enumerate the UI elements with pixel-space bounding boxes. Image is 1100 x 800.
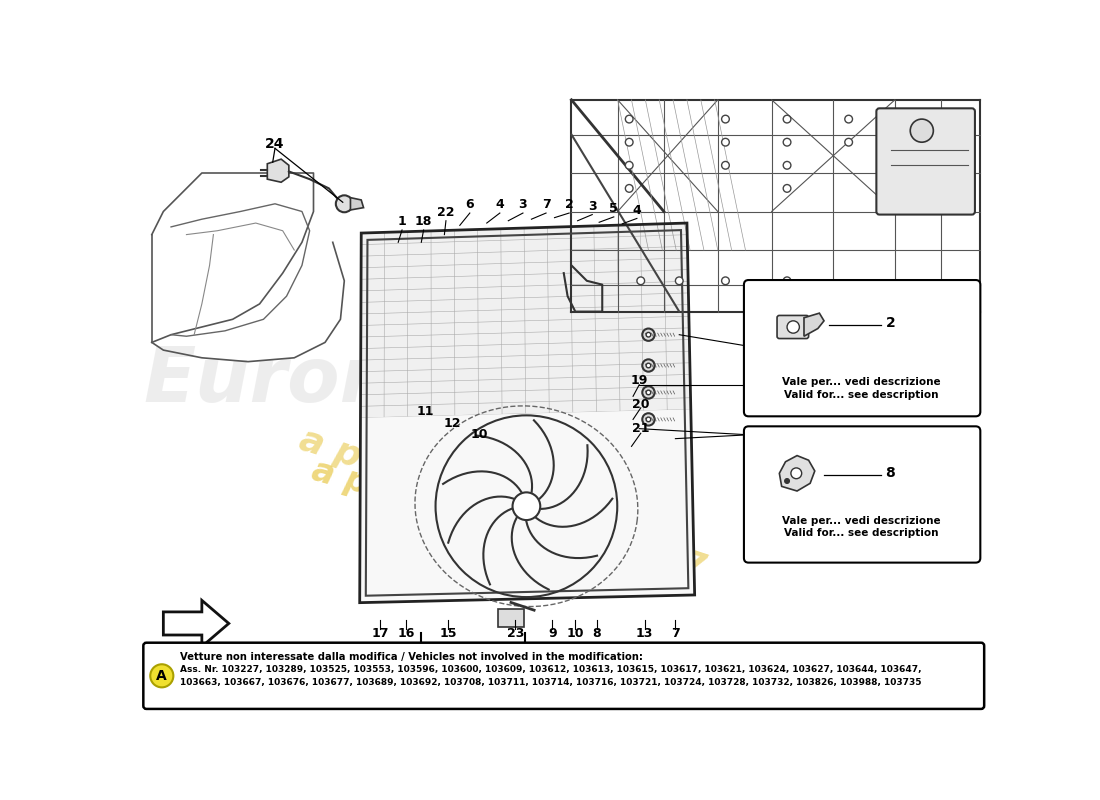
- Circle shape: [642, 386, 654, 398]
- FancyBboxPatch shape: [877, 108, 975, 214]
- Text: 24: 24: [265, 137, 285, 150]
- Circle shape: [646, 417, 651, 422]
- Circle shape: [783, 277, 791, 285]
- Polygon shape: [360, 410, 695, 602]
- Circle shape: [675, 277, 683, 285]
- Text: 10: 10: [471, 428, 487, 442]
- Circle shape: [642, 414, 654, 426]
- Text: Ass. Nr. 103227, 103289, 103525, 103553, 103596, 103600, 103609, 103612, 103613,: Ass. Nr. 103227, 103289, 103525, 103553,…: [180, 665, 922, 674]
- Circle shape: [783, 138, 791, 146]
- Circle shape: [637, 277, 645, 285]
- FancyBboxPatch shape: [777, 315, 808, 338]
- Text: 7: 7: [541, 198, 550, 211]
- Text: 14: 14: [464, 646, 482, 658]
- FancyBboxPatch shape: [744, 426, 980, 562]
- Text: 17: 17: [372, 627, 389, 640]
- FancyBboxPatch shape: [744, 280, 980, 416]
- Text: 5: 5: [609, 202, 618, 215]
- Circle shape: [722, 138, 729, 146]
- Circle shape: [646, 390, 651, 394]
- Text: 6: 6: [465, 198, 474, 211]
- Circle shape: [625, 162, 634, 169]
- Text: 4: 4: [495, 198, 504, 211]
- Polygon shape: [779, 455, 815, 491]
- Circle shape: [784, 478, 790, 483]
- Text: 15: 15: [440, 627, 456, 640]
- Circle shape: [646, 332, 651, 337]
- Text: Vetture non interessate dalla modifica / Vehicles not involved in the modificati: Vetture non interessate dalla modifica /…: [180, 651, 643, 662]
- Text: 103663, 103667, 103676, 103677, 103689, 103692, 103708, 103711, 103714, 103716, : 103663, 103667, 103676, 103677, 103689, …: [180, 678, 922, 687]
- Text: A: A: [156, 669, 167, 683]
- Polygon shape: [351, 198, 363, 210]
- Circle shape: [642, 329, 654, 341]
- Text: 8: 8: [886, 466, 895, 480]
- FancyBboxPatch shape: [498, 609, 524, 627]
- Circle shape: [151, 664, 174, 687]
- Circle shape: [625, 185, 634, 192]
- Text: 13: 13: [636, 627, 653, 640]
- Text: 21: 21: [632, 422, 649, 435]
- Circle shape: [722, 277, 729, 285]
- Text: 19: 19: [630, 374, 648, 387]
- FancyBboxPatch shape: [143, 642, 984, 709]
- Text: Valid for... see description: Valid for... see description: [784, 528, 939, 538]
- Circle shape: [625, 138, 634, 146]
- Text: 2: 2: [886, 316, 895, 330]
- Circle shape: [642, 359, 654, 372]
- Circle shape: [783, 162, 791, 169]
- Text: Vale per... vedi descrizione: Vale per... vedi descrizione: [782, 378, 942, 387]
- Circle shape: [625, 115, 634, 123]
- Text: 10: 10: [566, 627, 584, 640]
- Text: 1: 1: [398, 215, 406, 229]
- Circle shape: [783, 115, 791, 123]
- Text: a passion since 1947: a passion since 1947: [295, 422, 710, 586]
- Text: 16: 16: [397, 627, 415, 640]
- Circle shape: [845, 138, 853, 146]
- Text: 20: 20: [632, 398, 649, 410]
- Text: a passion since 1947: a passion since 1947: [308, 454, 696, 588]
- Circle shape: [911, 119, 933, 142]
- Text: 11: 11: [417, 405, 433, 418]
- Text: 9: 9: [548, 627, 557, 640]
- Text: Valid for... see description: Valid for... see description: [784, 390, 939, 400]
- Text: 4: 4: [632, 204, 641, 217]
- Text: 8: 8: [593, 627, 602, 640]
- Circle shape: [788, 321, 800, 333]
- Polygon shape: [361, 223, 691, 418]
- Circle shape: [646, 363, 651, 368]
- Circle shape: [791, 468, 802, 478]
- Circle shape: [845, 115, 853, 123]
- Text: 23: 23: [507, 627, 524, 640]
- Circle shape: [783, 185, 791, 192]
- Text: 22: 22: [437, 206, 454, 219]
- Text: 18: 18: [415, 215, 432, 229]
- Circle shape: [513, 492, 540, 520]
- Text: 3: 3: [587, 200, 596, 213]
- Circle shape: [336, 195, 353, 212]
- Text: Vale per... vedi descrizione: Vale per... vedi descrizione: [782, 516, 942, 526]
- Text: 3: 3: [518, 198, 527, 211]
- Circle shape: [722, 115, 729, 123]
- Text: Euromotor: Euromotor: [144, 344, 598, 418]
- Polygon shape: [163, 600, 229, 646]
- Text: 2: 2: [564, 198, 573, 211]
- Circle shape: [722, 162, 729, 169]
- Polygon shape: [804, 313, 824, 336]
- Text: 7: 7: [671, 627, 680, 640]
- Polygon shape: [267, 159, 289, 182]
- Text: 12: 12: [443, 417, 461, 430]
